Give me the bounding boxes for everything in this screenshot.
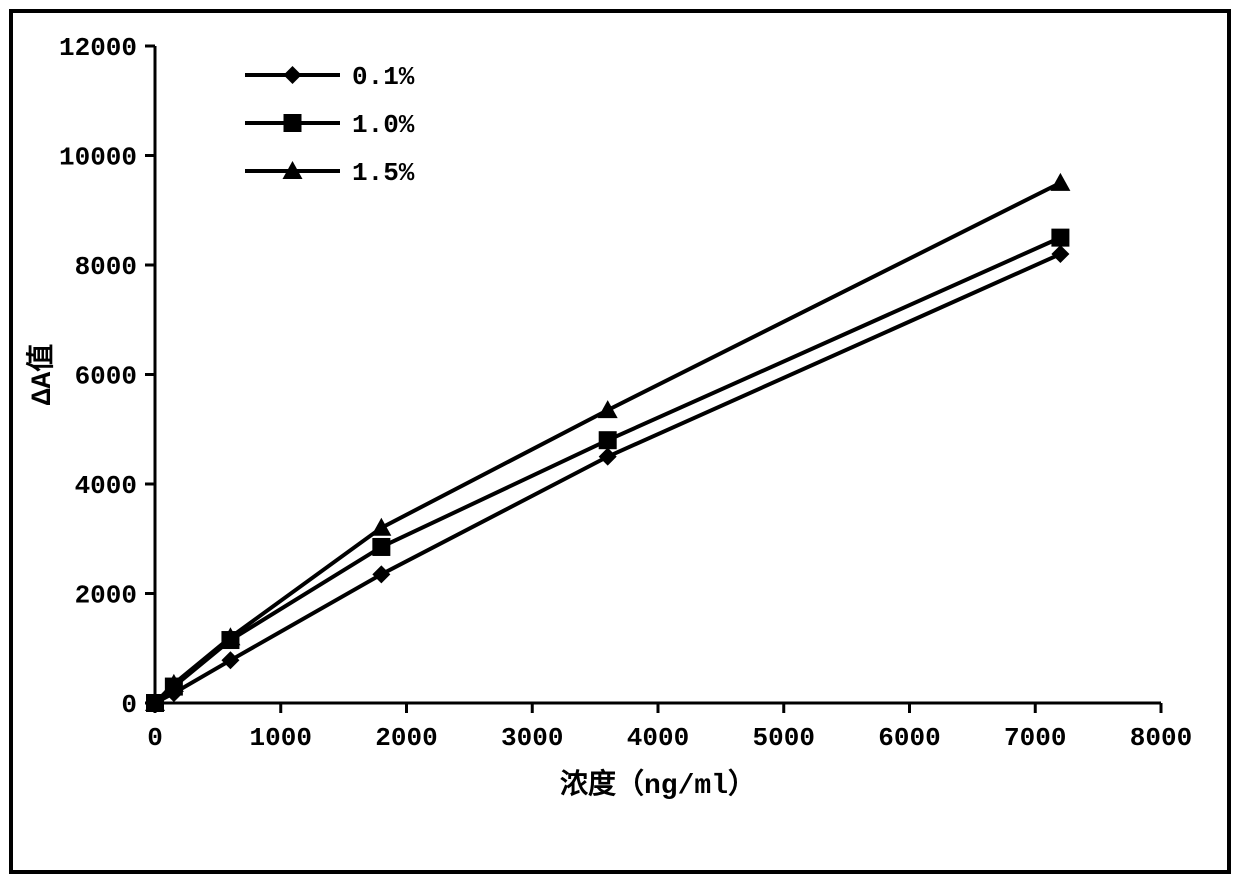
triangle-marker-icon bbox=[598, 400, 618, 418]
square-marker-icon bbox=[599, 431, 617, 449]
x-axis-title: 浓度（ng/ml） bbox=[560, 767, 756, 802]
y-tick-label: 6000 bbox=[75, 362, 137, 392]
x-tick-label: 8000 bbox=[1130, 723, 1192, 753]
legend-label: 1.0% bbox=[352, 110, 415, 140]
diamond-marker-icon bbox=[372, 565, 390, 583]
legend-item: 1.0% bbox=[245, 110, 415, 140]
x-tick-label: 7000 bbox=[1004, 723, 1066, 753]
y-axis-title: ∆A值 bbox=[25, 344, 59, 406]
x-tick-label: 3000 bbox=[501, 723, 563, 753]
y-tick-label: 0 bbox=[121, 690, 137, 720]
y-tick-label: 12000 bbox=[59, 33, 137, 63]
legend-label: 0.1% bbox=[352, 62, 415, 92]
x-tick-label: 0 bbox=[147, 723, 163, 753]
square-marker-icon bbox=[1051, 229, 1069, 247]
y-tick-label: 8000 bbox=[75, 252, 137, 282]
y-tick-label: 2000 bbox=[75, 581, 137, 611]
x-tick-label: 5000 bbox=[753, 723, 815, 753]
x-tick-label: 4000 bbox=[627, 723, 689, 753]
chart-canvas: 0 1000 2000 3000 4000 5000 6000 7000 8000 0 2000 40… bbox=[0, 0, 1240, 883]
y-tick-label: 10000 bbox=[59, 143, 137, 173]
diamond-marker-icon bbox=[221, 651, 239, 669]
series-line bbox=[155, 254, 1060, 703]
series-0.1% bbox=[146, 245, 1069, 712]
diamond-marker-icon bbox=[1051, 245, 1069, 263]
legend-item: 0.1% bbox=[245, 62, 415, 92]
legend-item: 1.5% bbox=[245, 158, 415, 188]
y-tick-label: 4000 bbox=[75, 471, 137, 501]
triangle-marker-icon bbox=[371, 518, 391, 536]
x-tick-label: 2000 bbox=[375, 723, 437, 753]
x-tick-label: 6000 bbox=[878, 723, 940, 753]
diamond-marker-icon bbox=[599, 448, 617, 466]
triangle-marker-icon bbox=[1050, 173, 1070, 191]
series-1.0% bbox=[146, 229, 1069, 712]
legend-label: 1.5% bbox=[352, 158, 415, 188]
series-line bbox=[155, 238, 1060, 703]
square-marker-icon bbox=[284, 114, 302, 132]
diamond-marker-icon bbox=[284, 66, 302, 84]
square-marker-icon bbox=[372, 538, 390, 556]
x-tick-label: 1000 bbox=[250, 723, 312, 753]
